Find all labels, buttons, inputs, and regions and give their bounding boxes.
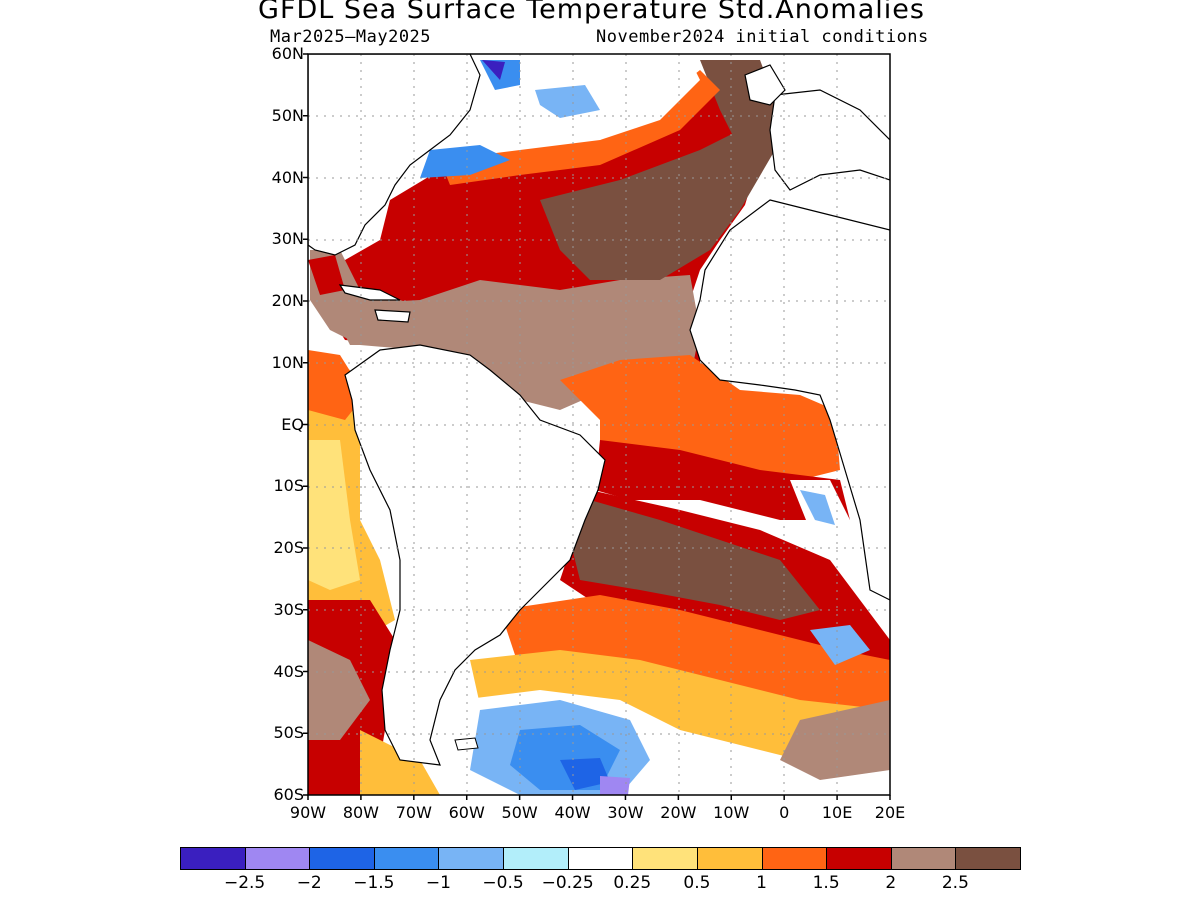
south-atlantic-yellow [470, 650, 890, 760]
colorbar-label: −0.25 [541, 873, 594, 893]
southern-purple [600, 776, 630, 795]
longitude-label: 90W [289, 803, 327, 822]
south-atlantic-orange [500, 595, 890, 720]
longitude-label: 20E [874, 803, 906, 822]
longitude-label: 40W [554, 803, 591, 822]
pacific-lightyellow [308, 440, 360, 590]
colorbar-label: 2 [885, 873, 897, 893]
latitude-label: 30S [273, 599, 304, 619]
labrador-purple [482, 60, 505, 80]
colorbar-label: 0.25 [613, 873, 652, 893]
gulf-of-mexico-red [308, 255, 345, 295]
longitude-label: 60W [448, 803, 485, 822]
latitude-label: 10N [271, 352, 304, 372]
latitude-label: 50S [273, 723, 304, 743]
longitude-label: 30W [607, 803, 644, 822]
colorbar-label: −1.5 [353, 873, 395, 893]
map-title: GFDL Sea Surface Temperature Std.Anomali… [258, 0, 925, 25]
longitude-label: 20W [660, 803, 697, 822]
coastal-blue [420, 145, 510, 178]
axis-ticks [303, 53, 891, 800]
colorbar-swatch [503, 847, 569, 870]
cuba [338, 284, 401, 301]
colorbar-label: 1.5 [812, 873, 840, 893]
colorbar-label: 2.5 [941, 873, 969, 893]
latitude-label: 10S [273, 476, 304, 496]
latitude-label: 40N [271, 167, 304, 187]
colorbar-swatch [244, 847, 311, 870]
gulf-stream-orange [440, 70, 720, 185]
colorbar-swatch [955, 847, 1021, 870]
graticule [308, 54, 890, 795]
latitude-label: 30N [271, 229, 304, 249]
colorbar-label: 0.5 [683, 873, 711, 893]
forecast-period: Mar2025–May2025 [270, 27, 432, 47]
colorbar-label: −1 [425, 873, 451, 893]
south-atlantic-brown [570, 500, 820, 620]
colorbar-swatch [180, 847, 246, 870]
colorbar-swatch [309, 847, 375, 870]
colorbar-swatch [761, 847, 828, 870]
africa [689, 199, 890, 601]
pacific-south-brown [308, 640, 370, 740]
colorbar-swatch [826, 847, 892, 870]
initial-conditions: November2024 initial conditions [596, 27, 929, 47]
south-america [344, 344, 606, 766]
colorbar-swatch [696, 847, 763, 870]
colorbar-swatch [438, 847, 505, 870]
drake-yellow [360, 730, 440, 795]
hispaniola [374, 309, 411, 323]
latitude-label: 50N [271, 105, 304, 125]
latitude-label: EQ [281, 414, 304, 434]
longitude-label: 70W [395, 803, 432, 822]
north-america [308, 54, 481, 256]
latitude-label: 20N [271, 291, 304, 310]
colorbar-swatch [890, 847, 957, 870]
map-field [308, 54, 890, 795]
tropical-red [595, 440, 850, 520]
british-isles [744, 64, 786, 106]
latitude-label: 60N [271, 44, 304, 63]
cape-blue [810, 625, 870, 665]
colorbar-label: −0.5 [482, 873, 524, 893]
southeast-brown [780, 700, 890, 780]
falklands [454, 737, 479, 751]
colorbar-label: −2 [296, 873, 322, 893]
longitude-label: 10W [713, 803, 750, 822]
angola-blue [800, 490, 835, 525]
latitude-label: 60S [273, 785, 304, 804]
latitude-label: 40S [273, 661, 304, 681]
caribbean-brown [310, 250, 470, 355]
longitude-label: 80W [342, 803, 379, 822]
colorbar-swatch [373, 847, 440, 870]
newfoundland-blue [535, 85, 600, 118]
longitude-label: 0 [779, 803, 790, 822]
colorbar-swatch [567, 847, 634, 870]
colorbar-label: −2.5 [223, 873, 266, 893]
europe [769, 89, 890, 191]
longitude-label: 10E [821, 803, 853, 822]
pacific-orange [308, 350, 365, 420]
colorbar-swatch [632, 847, 698, 870]
longitude-label: 50W [501, 803, 538, 822]
latitude-label: 20S [273, 538, 304, 557]
colorbar-label: 1 [756, 873, 767, 893]
